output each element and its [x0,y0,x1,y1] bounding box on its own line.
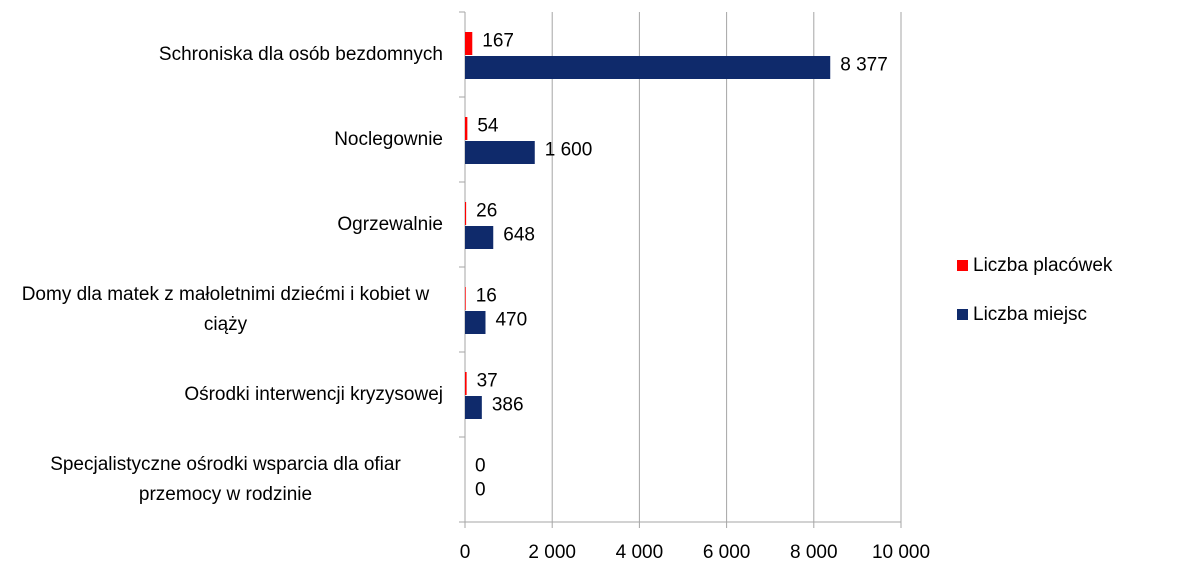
bar [465,202,467,225]
legend-swatch [957,260,968,271]
value-label: 470 [495,310,527,331]
x-tick-label: 10 000 [872,542,930,563]
y-tick-label: Noclegownie [334,128,443,150]
value-label: 167 [482,31,514,52]
value-label: 0 [475,480,486,501]
bar [465,287,466,310]
legend-label: Liczba miejsc [973,304,1087,325]
bar [465,141,535,164]
value-label: 648 [503,225,535,246]
y-tick-label: Ogrzewalnie [337,213,443,235]
y-tick-label: Specjalistyczne ośrodki wsparcia dla ofi… [50,453,401,505]
bar [465,396,482,419]
value-label: 8 377 [840,55,888,76]
value-label: 1 600 [545,140,593,161]
value-label: 26 [476,201,497,222]
y-tick-label: Ośrodki interwencji kryzysowej [184,383,443,405]
legend-label: Liczba placówek [973,255,1113,276]
bar [465,56,831,79]
value-label: 54 [477,116,499,137]
x-tick-label: 0 [460,542,471,563]
x-tick-label: 4 000 [616,542,664,563]
bar [465,226,494,249]
y-tick-label: Schroniska dla osób bezdomnych [158,43,443,65]
legend-swatch [957,309,968,320]
x-tick-label: 6 000 [703,542,751,563]
bar [465,311,486,334]
bar [465,32,473,55]
value-label: 0 [475,456,486,477]
x-tick-label: 8 000 [790,542,838,563]
bar [465,372,467,395]
bar [465,117,468,140]
x-tick-label: 2 000 [528,542,576,563]
value-label: 386 [492,395,524,416]
value-label: 37 [477,371,498,392]
value-label: 16 [476,286,497,307]
y-tick-label: Domy dla matek z małoletnimi dziećmi i k… [21,283,430,335]
